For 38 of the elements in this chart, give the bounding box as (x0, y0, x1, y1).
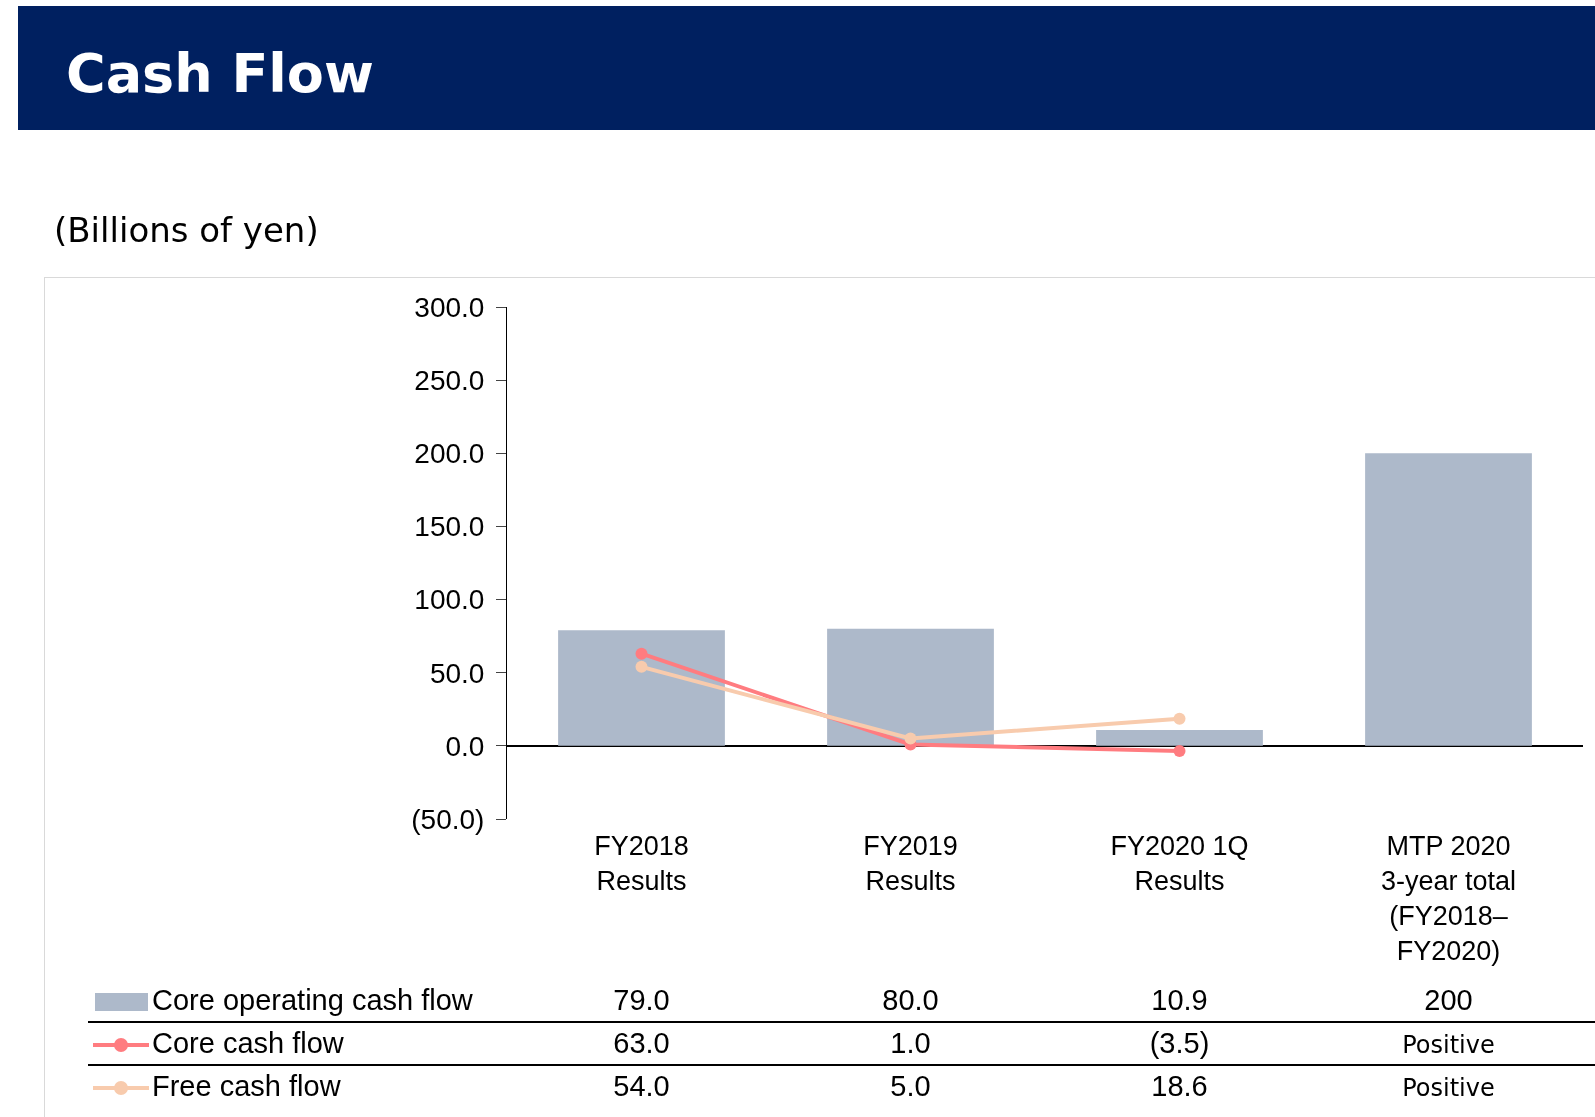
x-tick-label: FY2019 Results (863, 831, 958, 897)
data-label: 80.0 (882, 984, 939, 1017)
point (1173, 712, 1186, 725)
data-label: 5.0 (890, 1070, 931, 1103)
y-tick-label: 250.0 (414, 364, 485, 396)
y-tick-label: 100.0 (414, 584, 485, 616)
x-tick-label: FY2018 Results (594, 831, 689, 897)
data-label: 63.0 (613, 1027, 670, 1060)
legend-label: Free cash flow (152, 1070, 341, 1103)
text: Positive (1402, 1031, 1495, 1059)
text: Positive (1402, 1074, 1495, 1102)
chart-title: Cash Flow (66, 42, 374, 105)
point (904, 732, 917, 745)
y-tick-label: 0.0 (445, 730, 485, 762)
point (1173, 744, 1186, 757)
data-label: 1.0 (890, 1027, 931, 1060)
bar (558, 630, 725, 746)
legend-label: Core cash flow (152, 1027, 344, 1060)
data-label: 18.6 (1151, 1070, 1208, 1103)
point (635, 660, 648, 673)
data-label: 200 (1424, 984, 1473, 1017)
bar (1096, 729, 1263, 746)
y-tick-label: 300.0 (414, 291, 485, 323)
y-tick-label: 150.0 (414, 511, 485, 543)
y-tick-label: 200.0 (414, 438, 485, 470)
x-tick-label: FY2020 1Q Results (1110, 831, 1249, 897)
data-label: 54.0 (613, 1070, 670, 1103)
y-tick-label: 50.0 (429, 657, 485, 689)
x-tick-label: MTP 2020 3-year total (FY2018– FY2020) (1380, 831, 1517, 967)
bar (1365, 453, 1532, 746)
point (635, 647, 648, 660)
data-label: 10.9 (1151, 984, 1208, 1017)
data-label: (3.5) (1149, 1027, 1210, 1060)
data-label: 79.0 (613, 984, 670, 1017)
y-tick-label: (50.0) (411, 803, 485, 835)
bar (827, 628, 994, 746)
legend-label: Core operating cash flow (152, 984, 473, 1017)
text: (Billions of yen) (54, 210, 319, 250)
